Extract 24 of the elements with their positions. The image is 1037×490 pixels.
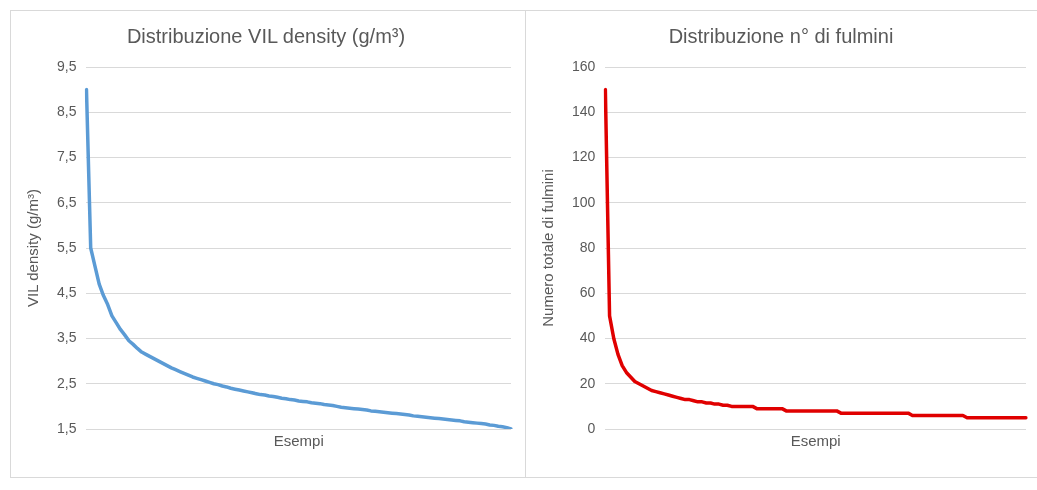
y-tick-label: 4,5 — [56, 284, 77, 301]
y-tick-label: 160 — [572, 57, 596, 74]
y-tick-label: 20 — [579, 374, 596, 391]
y-tick-label: 7,5 — [56, 148, 77, 165]
x-axis-title: Esempi — [790, 432, 841, 450]
x-axis-title: Esempi — [273, 432, 324, 450]
y-tick-label: 6,5 — [56, 193, 77, 210]
y-axis-title: Numero totale di fulmini — [539, 169, 557, 327]
chart-title: Distribuzione n° di fulmini — [668, 24, 894, 47]
y-tick-label: 1,5 — [56, 419, 77, 436]
y-tick-label: 140 — [572, 103, 596, 120]
y-tick-label: 5,5 — [56, 238, 77, 255]
y-tick-label: 0 — [587, 419, 596, 436]
y-tick-label: 60 — [579, 284, 596, 301]
y-tick-label: 2,5 — [56, 374, 77, 391]
y-tick-label: 8,5 — [56, 103, 77, 120]
y-tick-label: 120 — [572, 148, 596, 165]
y-tick-label: 40 — [579, 329, 596, 346]
y-tick-label: 3,5 — [56, 329, 77, 346]
chart-title: Distribuzione VIL density (g/m³) — [126, 24, 406, 47]
y-axis-title: VIL density (g/m³) — [24, 189, 42, 307]
y-tick-label: 80 — [579, 238, 596, 255]
y-tick-label: 9,5 — [56, 57, 77, 74]
y-tick-label: 100 — [572, 193, 596, 210]
